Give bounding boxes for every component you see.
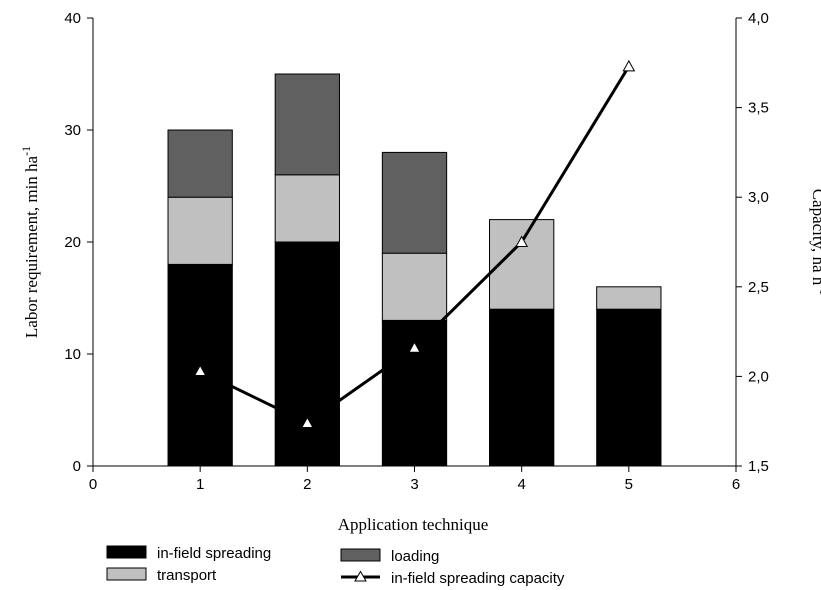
bar-segment-loading-3 [381,151,448,254]
capacity-line-layer [193,59,636,428]
bar-segment-in-field-spreading-2 [274,241,340,467]
bar-segment-in-field-spreading-4 [489,308,555,467]
y-axis-title-main: Labor requirement, min ha [22,155,41,338]
x-tick-label-5: 5 [625,476,633,493]
y2-axis-title-superscript: -1 [817,285,821,295]
capacity-point-3 [408,341,421,353]
legend: in-field spreading transport loading in-… [106,545,565,587]
y2-tick-label-3,0: 3,0 [748,189,769,206]
y-tick-label-40: 40 [64,10,81,27]
legend-swatch-in-field-spreading [106,545,147,559]
y-tick-label-20: 20 [64,234,81,251]
bar-segment-transport-3 [381,252,448,321]
capacity-point-4 [515,235,529,247]
x-tick-label-4: 4 [517,476,525,493]
y-axis-title: Labor requirement, min ha-1 [19,146,41,338]
y2-tick-label-2,0: 2,0 [748,368,769,385]
bar-segment-loading-1 [167,129,233,198]
y2-tick-label-1,5: 1,5 [748,458,769,475]
y2-tick-label-3,5: 3,5 [748,100,769,117]
capacity-point-5 [622,59,636,72]
bar-segment-in-field-spreading-5 [596,308,662,467]
legend-label-capacity: in-field spreading capacity [391,570,565,587]
bar-segment-transport-1 [167,196,233,265]
x-tick-label-3: 3 [410,476,418,493]
tick-labels-layer: 0 1 2 3 4 5 6 0 10 20 30 40 1,5 2,0 2,5 3,0 3,5 4,0 [64,10,769,493]
bar-segment-loading-2 [274,73,340,176]
x-tick-label-0: 0 [89,476,97,493]
x-tick-label-1: 1 [196,476,204,493]
y-tick-label-0: 0 [73,458,81,475]
y2-tick-label-4,0: 4,0 [748,10,769,27]
capacity-point-1 [193,364,207,377]
x-tick-label-6: 6 [732,476,740,493]
bar-segment-transport-2 [274,174,340,243]
legend-label-in-field-spreading: in-field spreading [157,545,271,562]
y-tick-label-10: 10 [64,346,81,363]
bar-segment-transport-5 [596,286,662,310]
legend-marker-capacity [354,570,367,582]
y-tick-label-30: 30 [64,122,81,139]
capacity-point-2 [300,416,314,428]
legend-swatch-transport [106,567,147,581]
bars-layer [167,73,662,467]
y2-axis-title-main: Capacity, ha h [809,189,821,286]
y2-tick-label-2,5: 2,5 [748,279,769,296]
x-tick-label-2: 2 [303,476,311,493]
y2-axis-title: Capacity, ha h-1 [809,189,821,296]
legend-label-transport: transport [157,567,217,584]
x-axis-title: Application technique [338,515,489,534]
legend-swatch-loading [340,548,381,562]
legend-label-loading: loading [391,548,439,565]
y-axis-title-superscript: -1 [19,146,33,156]
